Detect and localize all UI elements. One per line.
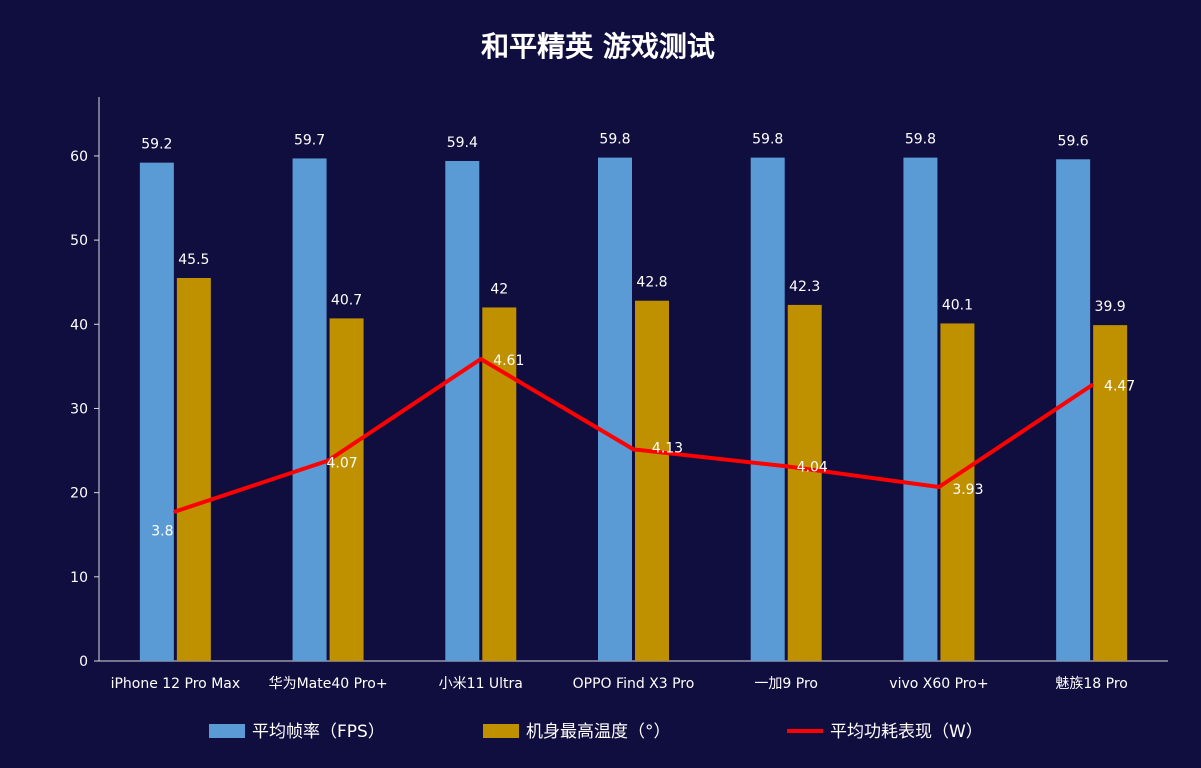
legend-swatch-temperature bbox=[483, 724, 519, 738]
temperature-bar bbox=[329, 318, 364, 661]
fps-bar bbox=[445, 160, 480, 661]
x-category-label: 一加9 Pro bbox=[754, 676, 818, 692]
y-tick-label: 20 bbox=[70, 486, 88, 502]
x-category-label: vivo X60 Pro+ bbox=[889, 676, 988, 692]
y-tick-label: 30 bbox=[70, 401, 88, 417]
temperature-bar bbox=[176, 277, 211, 661]
temperature-data-label: 40.1 bbox=[942, 297, 973, 313]
legend-label: 平均功耗表现（W） bbox=[830, 722, 983, 742]
power-data-label: 4.07 bbox=[326, 456, 357, 472]
temperature-data-label: 42 bbox=[490, 281, 508, 297]
fps-data-label: 59.8 bbox=[752, 132, 783, 148]
chart-title: 和平精英 游戏测试 bbox=[481, 30, 715, 63]
legend-swatch-fps bbox=[209, 724, 245, 738]
power-data-label: 3.93 bbox=[952, 482, 983, 498]
temperature-data-label: 45.5 bbox=[178, 252, 209, 268]
y-tick-label: 40 bbox=[70, 317, 88, 333]
legend-label: 平均帧率（FPS） bbox=[252, 722, 385, 742]
power-point bbox=[631, 447, 636, 452]
x-category-label: OPPO Find X3 Pro bbox=[573, 676, 695, 692]
y-tick-label: 50 bbox=[70, 233, 88, 249]
power-data-label: 4.61 bbox=[493, 353, 524, 369]
power-point bbox=[936, 485, 941, 489]
fps-data-label: 59.7 bbox=[294, 132, 325, 148]
temperature-data-label: 39.9 bbox=[1095, 299, 1126, 315]
fps-data-label: 59.4 bbox=[447, 135, 478, 151]
power-point bbox=[478, 357, 483, 361]
power-point bbox=[784, 464, 789, 469]
y-tick-label: 10 bbox=[70, 570, 88, 586]
fps-data-label: 59.2 bbox=[141, 137, 172, 153]
fps-bar bbox=[598, 157, 632, 661]
legend-label: 机身最高温度（°） bbox=[526, 722, 671, 742]
temperature-bar bbox=[940, 323, 975, 661]
fps-data-label: 59.8 bbox=[905, 132, 936, 148]
fps-data-label: 59.8 bbox=[599, 132, 630, 148]
fps-bar bbox=[903, 157, 938, 661]
fps-bar bbox=[292, 158, 327, 661]
legend[interactable]: 平均帧率（FPS） 机身最高温度（°） 平均功耗表现（W） bbox=[209, 722, 983, 742]
power-point bbox=[326, 458, 331, 463]
temperature-bar bbox=[635, 300, 669, 661]
temperature-data-label: 40.7 bbox=[331, 292, 362, 308]
temperature-data-label: 42.3 bbox=[789, 279, 820, 295]
power-point bbox=[173, 509, 178, 514]
fps-bar bbox=[139, 162, 174, 661]
power-data-label: 4.47 bbox=[1104, 378, 1135, 394]
temperature-bar bbox=[787, 304, 822, 661]
y-tick-label: 60 bbox=[70, 149, 88, 165]
x-category-label: 魅族18 Pro bbox=[1055, 676, 1127, 692]
bars bbox=[139, 157, 1128, 661]
x-category-label: 华为Mate40 Pro+ bbox=[269, 676, 388, 692]
fps-bar bbox=[1056, 159, 1091, 661]
temperature-bar bbox=[482, 307, 517, 661]
temperature-data-label: 42.8 bbox=[636, 275, 667, 291]
data-labels: 59.2 59.7 59.4 59.8 59.8 59.8 59.6 45.5 40.7 42 42… bbox=[141, 132, 1135, 540]
x-category-label: iPhone 12 Pro Max bbox=[111, 676, 241, 692]
power-data-label: 3.8 bbox=[151, 523, 173, 539]
power-data-label: 4.13 bbox=[652, 440, 683, 456]
fps-bar bbox=[750, 157, 785, 661]
power-data-label: 4.04 bbox=[797, 459, 828, 475]
power-line bbox=[173, 357, 1094, 514]
temperature-bar bbox=[1093, 325, 1128, 661]
y-tick-label: 0 bbox=[79, 654, 88, 670]
power-point bbox=[1089, 383, 1094, 388]
x-category-label: 小米11 Ultra bbox=[439, 676, 523, 692]
fps-data-label: 59.6 bbox=[1058, 133, 1089, 149]
axes: 0 10 20 30 40 50 60 iPhone 12 Pro Max 华为Mate40 P… bbox=[70, 97, 1168, 692]
